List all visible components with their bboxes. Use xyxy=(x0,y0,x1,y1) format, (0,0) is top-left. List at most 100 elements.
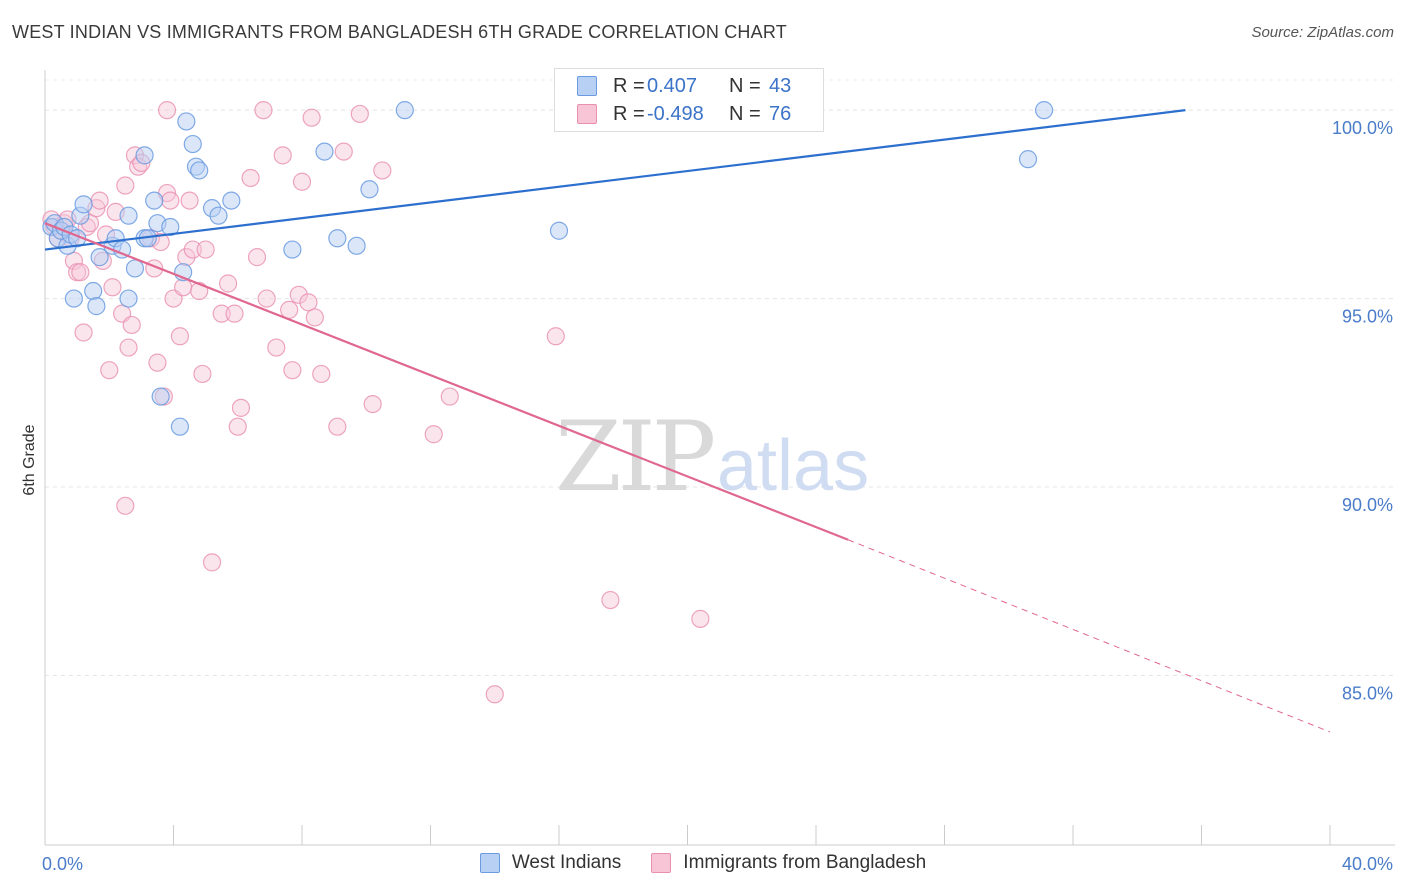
x-tick-label: 40.0% xyxy=(1342,854,1393,874)
data-point-west-indians xyxy=(328,229,347,248)
data-point-bangladesh xyxy=(305,308,324,327)
data-point-bangladesh xyxy=(691,609,710,628)
data-point-bangladesh xyxy=(363,394,382,414)
legend-r-label: R = xyxy=(613,74,645,97)
data-point-west-indians xyxy=(161,217,180,237)
data-point-west-indians xyxy=(360,180,379,199)
y-tick-label: 85.0% xyxy=(1342,683,1393,703)
watermark-atlas: atlas xyxy=(717,426,869,506)
data-point-west-indians xyxy=(222,191,241,210)
data-point-bangladesh xyxy=(122,315,141,335)
data-point-bangladesh xyxy=(289,285,308,304)
axes xyxy=(44,70,1395,846)
legend-r-value: -0.498 xyxy=(647,102,704,125)
legend-row-bangladesh: R = -0.498 N = 76 xyxy=(577,101,791,127)
tick-labels: 85.0% 90.0% 95.0% 100.0% 0.0% 40.0% xyxy=(42,118,1393,874)
x-tick-label: 0.0% xyxy=(42,854,83,874)
legend-r-value: 0.407 xyxy=(647,74,698,97)
y-tick-label: 95.0% xyxy=(1342,307,1393,327)
data-point-west-indians xyxy=(135,146,154,165)
data-point-west-indians xyxy=(549,221,569,240)
data-point-west-indians xyxy=(170,417,190,436)
data-point-west-indians xyxy=(125,259,145,278)
data-point-west-indians xyxy=(84,281,103,301)
data-point-bangladesh xyxy=(546,327,565,346)
trend-line-bangladesh xyxy=(44,222,849,541)
data-point-west-indians xyxy=(190,161,209,180)
trend-lines xyxy=(44,109,1331,733)
data-point-west-indians xyxy=(74,195,93,214)
data-point-west-indians xyxy=(87,297,106,316)
data-point-bangladesh xyxy=(170,327,190,346)
chart-source: Source: ZipAtlas.com xyxy=(1251,24,1394,41)
data-point-west-indians xyxy=(177,112,196,131)
data-point-bangladesh xyxy=(328,417,347,436)
data-point-bangladesh xyxy=(174,278,193,297)
y-tick-label: 90.0% xyxy=(1342,495,1393,515)
data-point-bangladesh xyxy=(292,172,312,191)
legend-item-west-indians[interactable]: West Indians xyxy=(479,852,622,874)
data-point-bangladesh xyxy=(334,142,353,161)
watermark: ZIP atlas xyxy=(555,401,869,513)
data-point-west-indians xyxy=(119,289,138,308)
legend-n-label: N = xyxy=(729,102,761,125)
data-point-bangladesh xyxy=(100,361,119,380)
data-point-west-indians xyxy=(145,191,164,210)
y-tick-label: 100.0% xyxy=(1332,118,1393,138)
legend-n-value: 43 xyxy=(769,74,792,97)
data-point-bangladesh xyxy=(196,240,215,259)
data-point-west-indians xyxy=(1034,101,1054,120)
data-point-bangladesh xyxy=(116,496,135,515)
chart-title: WEST INDIAN VS IMMIGRANTS FROM BANGLADES… xyxy=(12,22,787,42)
legend-label-west-indians: West Indians xyxy=(511,852,622,873)
y-axis-label: 6th Grade xyxy=(21,424,38,495)
data-point-west-indians xyxy=(347,236,366,255)
data-point-bangladesh xyxy=(257,289,276,308)
legend-n-label: N = xyxy=(729,74,761,97)
data-point-bangladesh xyxy=(302,108,321,127)
data-point-bangladesh xyxy=(267,338,286,357)
legend-swatch-blue xyxy=(577,76,597,96)
data-point-west-indians xyxy=(119,206,138,225)
data-point-bangladesh xyxy=(212,304,231,323)
data-point-bangladesh xyxy=(116,176,135,195)
data-point-west-indians xyxy=(183,134,202,154)
data-point-bangladesh xyxy=(283,361,302,380)
data-point-bangladesh xyxy=(440,387,459,406)
grid-lines xyxy=(45,79,1395,676)
legend-label-bangladesh: Immigrants from Bangladesh xyxy=(683,852,927,873)
data-point-bangladesh xyxy=(103,278,122,297)
data-point-west-indians xyxy=(395,101,414,120)
watermark-zip: ZIP xyxy=(555,401,714,513)
data-point-bangladesh xyxy=(273,146,292,165)
legend-r-label: R = xyxy=(613,102,645,125)
data-point-bangladesh xyxy=(74,323,93,342)
series-legend: West Indians Immigrants from Bangladesh xyxy=(0,852,1406,874)
stats-legend: R = 0.407 N = 43 R = -0.498 N = 76 xyxy=(554,68,824,132)
series-west-indians-points xyxy=(42,101,1054,436)
data-point-west-indians xyxy=(315,142,334,161)
trend-line-bangladesh-extension xyxy=(847,539,1331,733)
data-point-bangladesh xyxy=(71,263,90,282)
data-point-west-indians xyxy=(90,248,109,267)
data-point-bangladesh xyxy=(183,240,202,259)
data-point-west-indians xyxy=(283,240,302,259)
data-point-bangladesh xyxy=(148,353,167,372)
data-point-bangladesh xyxy=(180,191,199,210)
data-point-bangladesh xyxy=(90,191,109,210)
data-point-bangladesh xyxy=(312,364,331,384)
legend-swatch-blue xyxy=(479,853,500,873)
data-point-bangladesh xyxy=(225,304,244,323)
data-point-bangladesh xyxy=(424,425,443,444)
data-point-west-indians xyxy=(151,387,170,406)
data-point-bangladesh xyxy=(202,553,222,572)
data-point-bangladesh xyxy=(161,191,180,210)
legend-item-bangladesh[interactable]: Immigrants from Bangladesh xyxy=(651,852,926,874)
data-point-bangladesh xyxy=(254,101,273,120)
data-point-west-indians xyxy=(64,289,84,308)
legend-swatch-pink xyxy=(577,104,597,124)
trend-line-west-indians xyxy=(44,109,1186,251)
data-point-bangladesh xyxy=(601,590,620,610)
legend-n-value: 76 xyxy=(769,102,792,125)
